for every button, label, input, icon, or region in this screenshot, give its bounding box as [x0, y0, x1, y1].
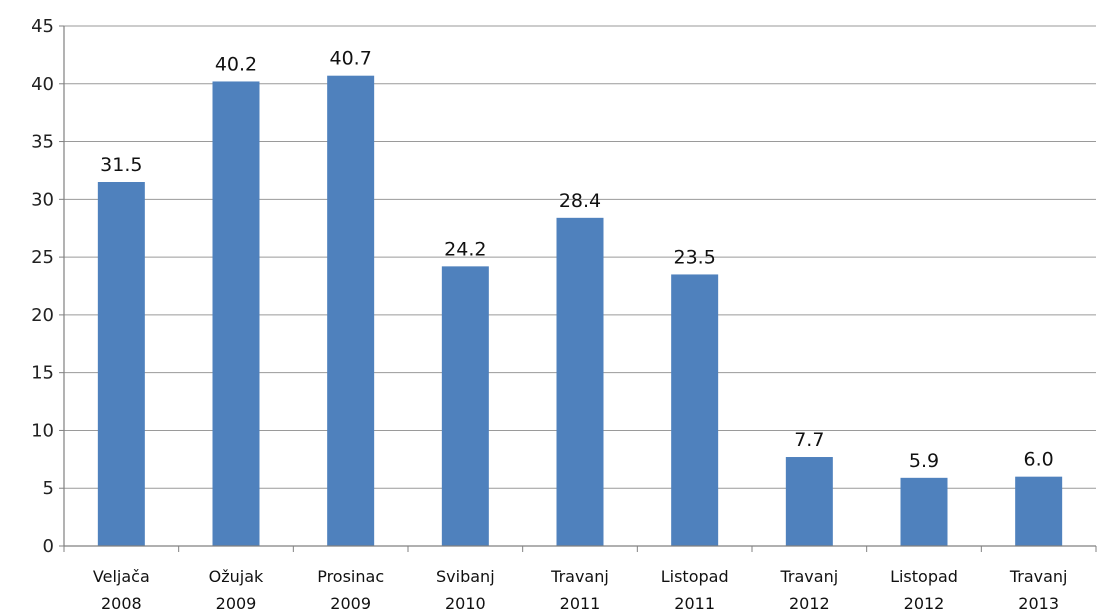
x-tick-label: Listopad 2012	[890, 567, 958, 612]
x-tick-year: 2009	[216, 594, 257, 612]
bars	[97, 75, 1063, 547]
x-tick-year: 2011	[560, 594, 601, 612]
data-label: 31.5	[100, 154, 142, 176]
x-tick-label: Prosinac 2009	[317, 567, 384, 612]
data-labels: 31.5 40.2 40.7 24.2 28.4 23.5 7.7 5.9 6.0	[100, 48, 1054, 472]
x-tick-label: Ožujak 2009	[209, 567, 264, 612]
y-tick-label: 0	[43, 536, 54, 557]
bar-1	[212, 81, 260, 546]
x-tick-month: Travanj	[779, 567, 838, 586]
x-tick-month: Listopad	[890, 567, 958, 586]
x-tick-label: Veljača 2008	[93, 567, 150, 612]
y-tick-label: 45	[31, 16, 54, 37]
bar-5	[671, 274, 719, 546]
x-tick-year: 2013	[1018, 594, 1059, 612]
x-tick-month: Ožujak	[209, 567, 264, 586]
y-tick-label: 40	[31, 74, 54, 95]
axes	[59, 25, 1097, 552]
x-tick-month: Travanj	[550, 567, 609, 586]
data-label: 5.9	[909, 450, 939, 472]
x-tick-month: Svibanj	[436, 567, 495, 586]
x-tick-year: 2010	[445, 594, 486, 612]
x-tick-label: Svibanj 2010	[436, 567, 495, 612]
x-tick-label: Travanj 2013	[1009, 567, 1068, 612]
x-tick-label: Travanj 2012	[779, 567, 838, 612]
data-label: 6.0	[1024, 449, 1054, 471]
y-tick-label: 15	[31, 363, 54, 384]
bar-6	[785, 457, 833, 546]
y-tick-label: 5	[43, 478, 54, 499]
data-label: 24.2	[444, 238, 486, 260]
x-tick-month: Travanj	[1009, 567, 1068, 586]
bar-0	[97, 182, 145, 546]
x-tick-year: 2012	[789, 594, 830, 612]
y-tick-labels: 0 5 10 15 20 25 30 35 40 45	[31, 16, 54, 557]
x-tick-year: 2011	[674, 594, 715, 612]
x-tick-year: 2008	[101, 594, 142, 612]
x-tick-year: 2012	[904, 594, 945, 612]
data-label: 40.2	[215, 53, 257, 75]
x-tick-month: Listopad	[661, 567, 729, 586]
x-tick-label: Travanj 2011	[550, 567, 609, 612]
x-tick-labels: Veljača 2008 Ožujak 2009 Prosinac 2009 Svibanj…	[93, 567, 1068, 612]
y-tick-label: 20	[31, 305, 54, 326]
y-tick-label: 35	[31, 132, 54, 153]
x-tick-year: 2009	[330, 594, 371, 612]
bar-3	[441, 266, 489, 546]
y-tick-label: 30	[31, 189, 54, 210]
bar-8	[1015, 476, 1063, 546]
x-tick-month: Veljača	[93, 567, 150, 586]
data-label: 40.7	[330, 48, 372, 70]
bar-4	[556, 217, 604, 547]
bar-7	[900, 477, 948, 546]
data-label: 28.4	[559, 190, 601, 212]
data-label: 23.5	[674, 246, 716, 268]
x-tick-month: Prosinac	[317, 567, 384, 586]
bar-2	[327, 75, 375, 546]
x-tick-label: Listopad 2011	[661, 567, 729, 612]
data-label: 7.7	[794, 429, 824, 451]
y-tick-label: 10	[31, 420, 54, 441]
y-tick-label: 25	[31, 247, 54, 268]
